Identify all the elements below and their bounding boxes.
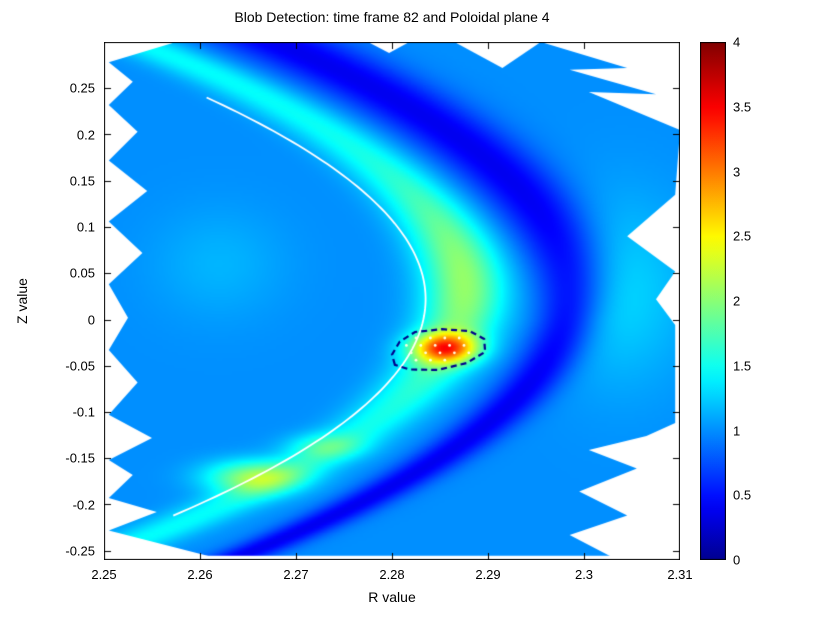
colorbar-tick-label: 2.5: [733, 228, 752, 244]
colorbar-tick-label: 3: [733, 164, 741, 179]
colorbar-tick-label: 3.5: [733, 99, 752, 115]
colorbar-tick-label: 0.5: [733, 487, 752, 503]
y-tick-label: 0.15: [69, 173, 95, 189]
y-tick-label: 0: [87, 312, 95, 327]
y-tick-label: -0.25: [65, 543, 95, 559]
y-tick-label: -0.15: [65, 450, 95, 466]
y-tick-label: -0.2: [72, 497, 95, 512]
y-tick-label: 0.2: [76, 127, 95, 142]
y-tick-label: -0.1: [72, 404, 95, 420]
x-tick-label: 2.31: [667, 567, 693, 582]
colorbar: [700, 42, 726, 560]
y-tick-label: -0.05: [65, 358, 95, 374]
colorbar-tick-label: 4: [733, 34, 741, 50]
x-tick-label: 2.26: [187, 567, 213, 582]
x-tick-label: 2.25: [91, 567, 117, 582]
x-tick-label: 2.28: [379, 567, 405, 582]
y-tick-label: 0.25: [69, 80, 95, 96]
x-axis-label: R value: [368, 589, 416, 605]
colorbar-tick-label: 1.5: [733, 358, 752, 374]
colorbar-tick-label: 0: [733, 552, 741, 568]
x-tick-label: 2.29: [475, 567, 501, 582]
x-tick-label: 2.27: [283, 567, 309, 582]
y-axis-label: Z value: [14, 278, 30, 324]
heatmap-plot: [104, 42, 680, 560]
x-tick-label: 2.3: [574, 567, 594, 582]
chart-title: Blob Detection: time frame 82 and Poloid…: [234, 9, 550, 25]
colorbar-tick-label: 2: [733, 293, 741, 309]
colorbar-tick-label: 1: [733, 423, 741, 438]
y-tick-label: 0.05: [69, 265, 95, 281]
y-tick-label: 0.1: [76, 219, 95, 235]
